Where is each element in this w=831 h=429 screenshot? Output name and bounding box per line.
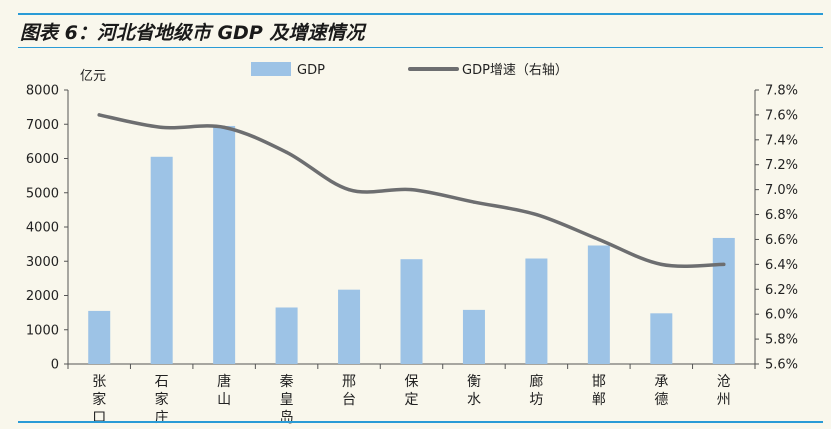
growth-point-张家口	[97, 113, 101, 117]
y2-axis-tick-label: 6.4%	[765, 258, 798, 273]
growth-point-保定	[409, 188, 414, 192]
growth-point-廊坊	[534, 212, 539, 217]
gdp-bar-石家庄	[150, 156, 173, 364]
x-axis-label-张家口: 张家口	[92, 374, 106, 426]
y-axis-tick-label: 0	[51, 358, 59, 373]
y-axis-tick-label: 8000	[26, 84, 59, 99]
gdp-bar-保定	[400, 259, 423, 364]
x-axis-label-char: 唐	[217, 373, 231, 390]
chart-legend: GDP GDP增速（右轴）	[251, 62, 568, 78]
x-axis-label-char: 口	[92, 410, 106, 426]
x-axis-label-衡水: 衡水	[467, 374, 481, 408]
x-axis-label-石家庄: 石家庄	[155, 374, 169, 426]
y-axis-tick-label: 6000	[26, 152, 59, 167]
x-axis-label-char: 秦	[280, 374, 294, 390]
gdp-bar-沧州	[712, 237, 735, 364]
y-axis-tick-label: 4000	[26, 221, 59, 236]
bottom-divider	[18, 421, 823, 423]
x-axis-label-char: 邯	[592, 374, 606, 390]
x-axis-label-char: 台	[342, 392, 356, 408]
growth-line	[97, 113, 726, 268]
y2-axis-tick-label: 6.0%	[765, 308, 798, 323]
x-axis-label-邢台: 邢台	[342, 374, 356, 408]
y2-axis-tick-label: 5.8%	[765, 333, 798, 348]
gdp-bar-廊坊	[525, 258, 548, 364]
x-axis-label-char: 邢	[342, 374, 356, 390]
y2-axis-tick-label: 6.2%	[765, 283, 798, 298]
x-axis-label-秦皇岛: 秦皇岛	[280, 374, 294, 426]
legend-gdp-swatch	[251, 62, 291, 76]
x-axis-label-沧州: 沧州	[717, 373, 731, 408]
x-axis-label-char: 承	[654, 374, 668, 390]
y-axis-tick-label: 5000	[26, 186, 59, 201]
growth-point-邢台	[347, 188, 351, 192]
x-axis-label-char: 家	[155, 391, 169, 408]
chart-axes: 0 1000 2000 3000 4000 5000 6000 7000 8000 5.6% 5.8…	[26, 84, 798, 373]
y2-axis-tick-label: 6.6%	[765, 233, 798, 248]
x-axis-label-char: 郸	[592, 392, 606, 408]
gdp-bar-承德	[650, 313, 673, 364]
y2-axis-tick-label: 7.2%	[765, 158, 798, 173]
top-divider	[18, 13, 823, 15]
y-axis-tick-label: 3000	[26, 255, 59, 270]
x-axis-label-char: 廊	[529, 373, 543, 390]
growth-point-承德	[659, 262, 663, 266]
x-axis-label-char: 家	[92, 391, 106, 408]
growth-point-秦皇岛	[284, 150, 289, 154]
legend-growth-label: GDP增速（右轴）	[462, 63, 568, 78]
figure-caption: 图表 6：河北省地级市 GDP 及增速情况	[20, 21, 365, 44]
x-axis-label-char: 庄	[155, 409, 169, 426]
y2-axis-tick-label: 5.6%	[765, 358, 798, 373]
growth-point-唐山	[222, 125, 226, 129]
x-axis-label-char: 张	[92, 374, 106, 390]
x-axis-label-char: 德	[654, 392, 668, 408]
x-axis-label-廊坊: 廊坊	[529, 373, 543, 408]
x-axis-label-char: 水	[467, 392, 481, 408]
growth-point-邯郸	[597, 237, 601, 242]
gdp-bar-邯郸	[587, 245, 610, 364]
growth-point-衡水	[472, 200, 476, 204]
x-axis-label-char: 沧	[717, 373, 731, 390]
gdp-bar-邢台	[338, 289, 361, 364]
growth-point-沧州	[722, 262, 726, 266]
gdp-bar-唐山	[213, 125, 236, 365]
y2-axis-tick-label: 6.8%	[765, 208, 798, 223]
x-axis-label-char: 衡	[467, 374, 481, 390]
y-axis-tick-label: 2000	[26, 289, 59, 304]
x-axis-label-char: 岛	[280, 410, 294, 426]
x-axis-label-char: 坊	[529, 392, 543, 408]
x-axis-label-char: 皇	[280, 392, 294, 408]
y2-axis-tick-label: 7.0%	[765, 183, 798, 198]
y-axis-unit-label: 亿元	[80, 69, 106, 84]
y2-axis-tick-label: 7.6%	[765, 108, 798, 123]
growth-point-石家庄	[160, 125, 164, 129]
gdp-bar-秦皇岛	[275, 307, 298, 364]
x-axis-label-char: 保	[405, 374, 419, 390]
gdp-bar-衡水	[462, 309, 485, 364]
caption-divider	[18, 47, 823, 48]
y-axis-tick-label: 1000	[26, 323, 59, 338]
gdp-bar-张家口	[88, 310, 111, 364]
x-axis-label-char: 山	[217, 392, 231, 408]
x-axis-label-保定: 保定	[405, 374, 419, 408]
x-axis-label-唐山: 唐山	[217, 373, 231, 408]
y2-axis-tick-label: 7.4%	[765, 133, 798, 148]
x-axis-label-char: 石	[155, 374, 169, 390]
y-axis-tick-label: 7000	[26, 118, 59, 133]
x-axis-label-char: 定	[405, 392, 419, 408]
x-axis-label-承德: 承德	[654, 374, 668, 408]
x-axis-label-char: 州	[717, 392, 731, 408]
x-axis-label-邯郸: 邯郸	[592, 374, 606, 408]
y2-axis-tick-label: 7.8%	[765, 84, 798, 99]
legend-gdp-label: GDP	[297, 63, 325, 78]
gdp-bars	[88, 125, 735, 365]
